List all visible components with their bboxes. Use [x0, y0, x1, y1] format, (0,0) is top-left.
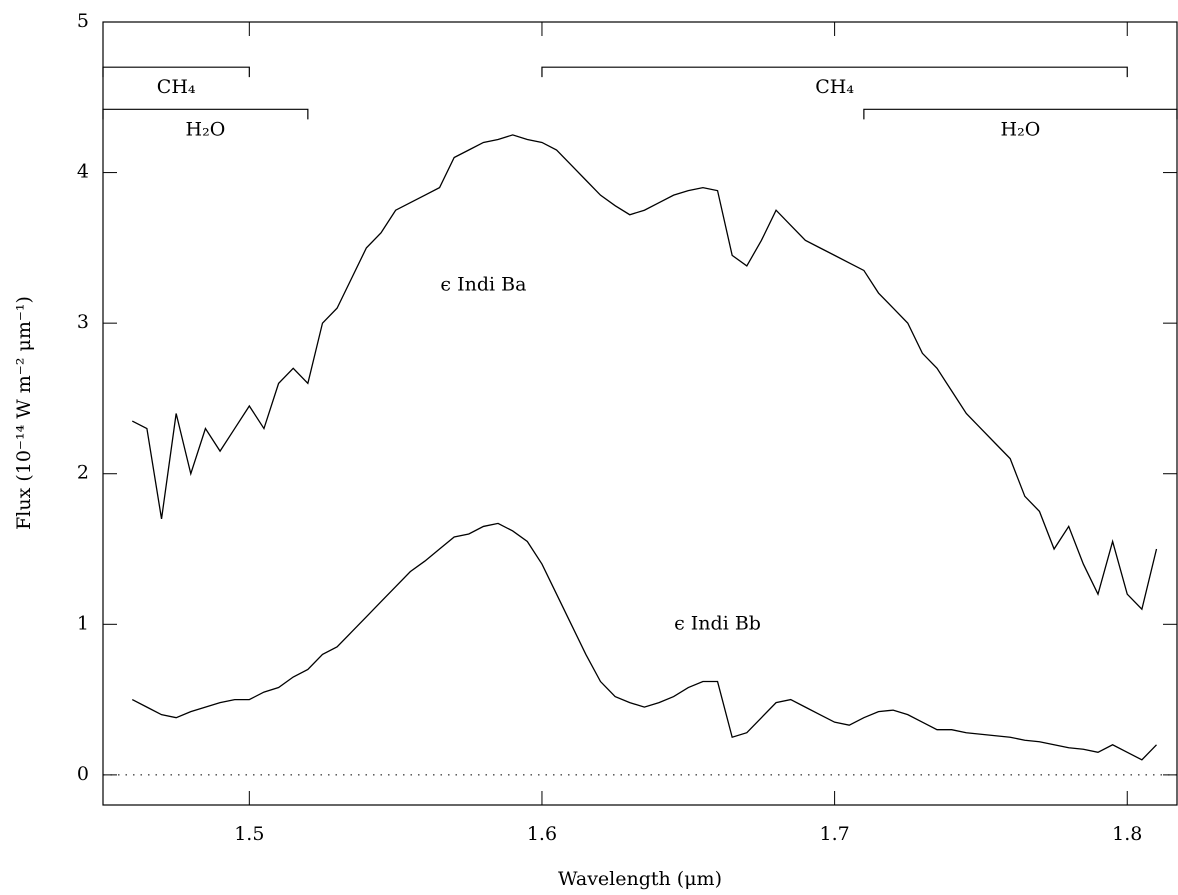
- y-tick-label: 5: [77, 10, 89, 32]
- y-tick-label: 2: [77, 462, 89, 484]
- y-tick-label: 1: [77, 612, 89, 634]
- y-tick-label: 4: [77, 161, 89, 183]
- x-tick-label: 1.7: [819, 823, 849, 845]
- spectrum-line: [131, 522, 1157, 761]
- x-tick-label: 1.8: [1112, 823, 1142, 845]
- series-label: ϵ Indi Ba: [440, 274, 526, 296]
- plot-frame: [102, 21, 1178, 806]
- y-axis-title: Flux (10⁻¹⁴ W m⁻² μm⁻¹): [13, 296, 35, 530]
- band-bracket: [541, 66, 1128, 78]
- band-label: CH₄: [157, 76, 196, 98]
- x-axis-title: Wavelength (μm): [558, 868, 722, 890]
- series-label: ϵ Indi Bb: [674, 612, 761, 634]
- spectrum-line: [131, 134, 1158, 611]
- band-bracket: [102, 66, 250, 78]
- x-tick-label: 1.6: [527, 823, 557, 845]
- band-label: H₂O: [1001, 118, 1041, 140]
- band-bracket: [102, 108, 309, 120]
- y-tick-label: 0: [77, 763, 89, 785]
- band-bracket: [863, 108, 1178, 120]
- band-label: CH₄: [815, 76, 854, 98]
- band-label: H₂O: [186, 118, 226, 140]
- y-tick-label: 3: [77, 311, 89, 333]
- x-tick-label: 1.5: [234, 823, 264, 845]
